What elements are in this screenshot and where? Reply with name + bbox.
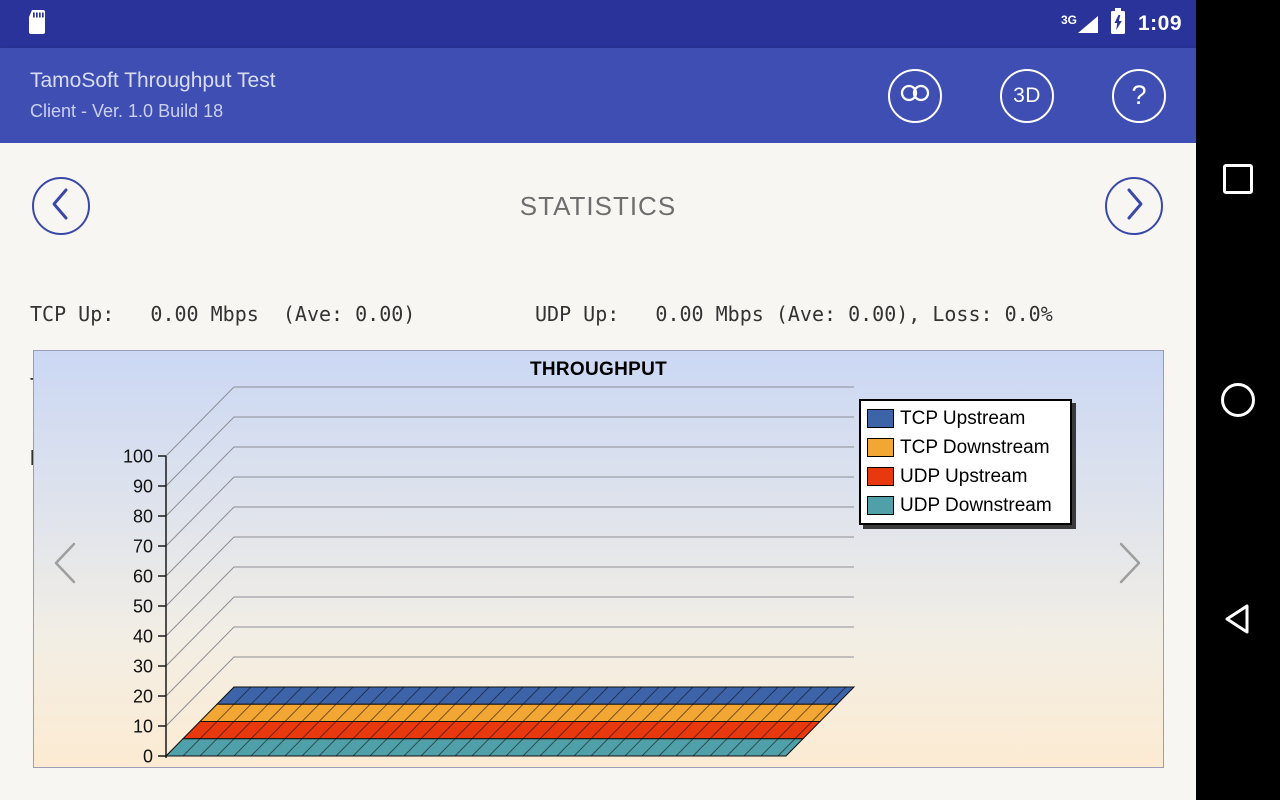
cellular-signal-icon: 3G (1060, 13, 1098, 33)
throughput-chart: 0 10 20 30 40 50 60 70 80 90 100 THROUGHPUT TCP Up… (33, 350, 1164, 768)
status-bar: 3G 1:09 (0, 0, 1196, 48)
app-subtitle: Client - Ver. 1.0 Build 18 (30, 101, 224, 121)
app-bar: TamoSoft Throughput Test Client - Ver. 1… (0, 48, 1196, 143)
page-header: STATISTICS (0, 177, 1196, 235)
battery-charging-icon (1110, 8, 1126, 40)
app-title: TamoSoft Throughput Test (30, 69, 276, 92)
legend-label: TCP Downstream (900, 436, 1050, 458)
3d-icon: 3D (1013, 83, 1041, 107)
page-title: STATISTICS (519, 190, 677, 221)
legend-swatch (867, 409, 894, 428)
home-button[interactable] (1221, 383, 1255, 417)
next-page-button[interactable] (1105, 177, 1163, 235)
help-icon: ? (1131, 80, 1147, 110)
svg-text:40: 40 (133, 627, 153, 647)
legend-label: TCP Upstream (900, 407, 1026, 429)
svg-text:20: 20 (133, 687, 153, 707)
connect-button[interactable] (888, 68, 942, 123)
svg-text:70: 70 (133, 537, 153, 557)
android-nav-bar (1196, 0, 1280, 800)
svg-text:80: 80 (133, 507, 153, 527)
chevron-right-icon (1106, 176, 1162, 237)
chart-legend: TCP Upstream TCP Downstream UDP Upstream UD… (859, 399, 1072, 525)
legend-swatch (867, 467, 894, 486)
legend-label: UDP Downstream (900, 494, 1052, 516)
legend-label: UDP Upstream (900, 465, 1028, 487)
svg-text:90: 90 (133, 477, 153, 497)
legend-item: TCP Downstream (867, 433, 1064, 462)
svg-text:60: 60 (133, 567, 153, 587)
previous-page-button[interactable] (32, 177, 90, 235)
network-type-label: 3G (1060, 13, 1077, 27)
svg-text:30: 30 (133, 657, 153, 677)
chart-scroll-right-icon[interactable] (1113, 539, 1149, 592)
throughput-chart-canvas: 0 10 20 30 40 50 60 70 80 90 100 (123, 386, 856, 767)
legend-item: UDP Downstream (867, 491, 1064, 520)
svg-text:50: 50 (133, 597, 153, 617)
legend-item: UDP Upstream (867, 462, 1064, 491)
svg-text:100: 100 (123, 447, 153, 467)
chart-title: THROUGHPUT (529, 359, 668, 380)
help-button[interactable]: ? (1112, 68, 1166, 123)
back-button[interactable] (1221, 602, 1255, 636)
legend-swatch (867, 496, 894, 515)
stat-udp-up: UDP Up: 0.00 Mbps (Ave: 0.00), Loss: 0.0… (535, 302, 1053, 326)
svg-text:0: 0 (143, 747, 153, 767)
recents-button[interactable] (1223, 164, 1253, 194)
svg-text:10: 10 (133, 717, 153, 737)
legend-swatch (867, 438, 894, 457)
stat-tcp-up: TCP Up: 0.00 Mbps (Ave: 0.00) (30, 302, 416, 326)
legend-item: TCP Upstream (867, 404, 1064, 433)
link-icon (898, 81, 932, 110)
chevron-left-icon (33, 176, 89, 237)
clock: 1:09 (1137, 12, 1182, 35)
chart-scroll-left-icon[interactable] (46, 539, 82, 592)
sd-card-icon (26, 9, 48, 40)
main-content: STATISTICS TCP Up: 0.00 Mbps (Ave: 0.00)… (0, 143, 1196, 800)
3d-toggle-button[interactable]: 3D (1000, 68, 1054, 123)
